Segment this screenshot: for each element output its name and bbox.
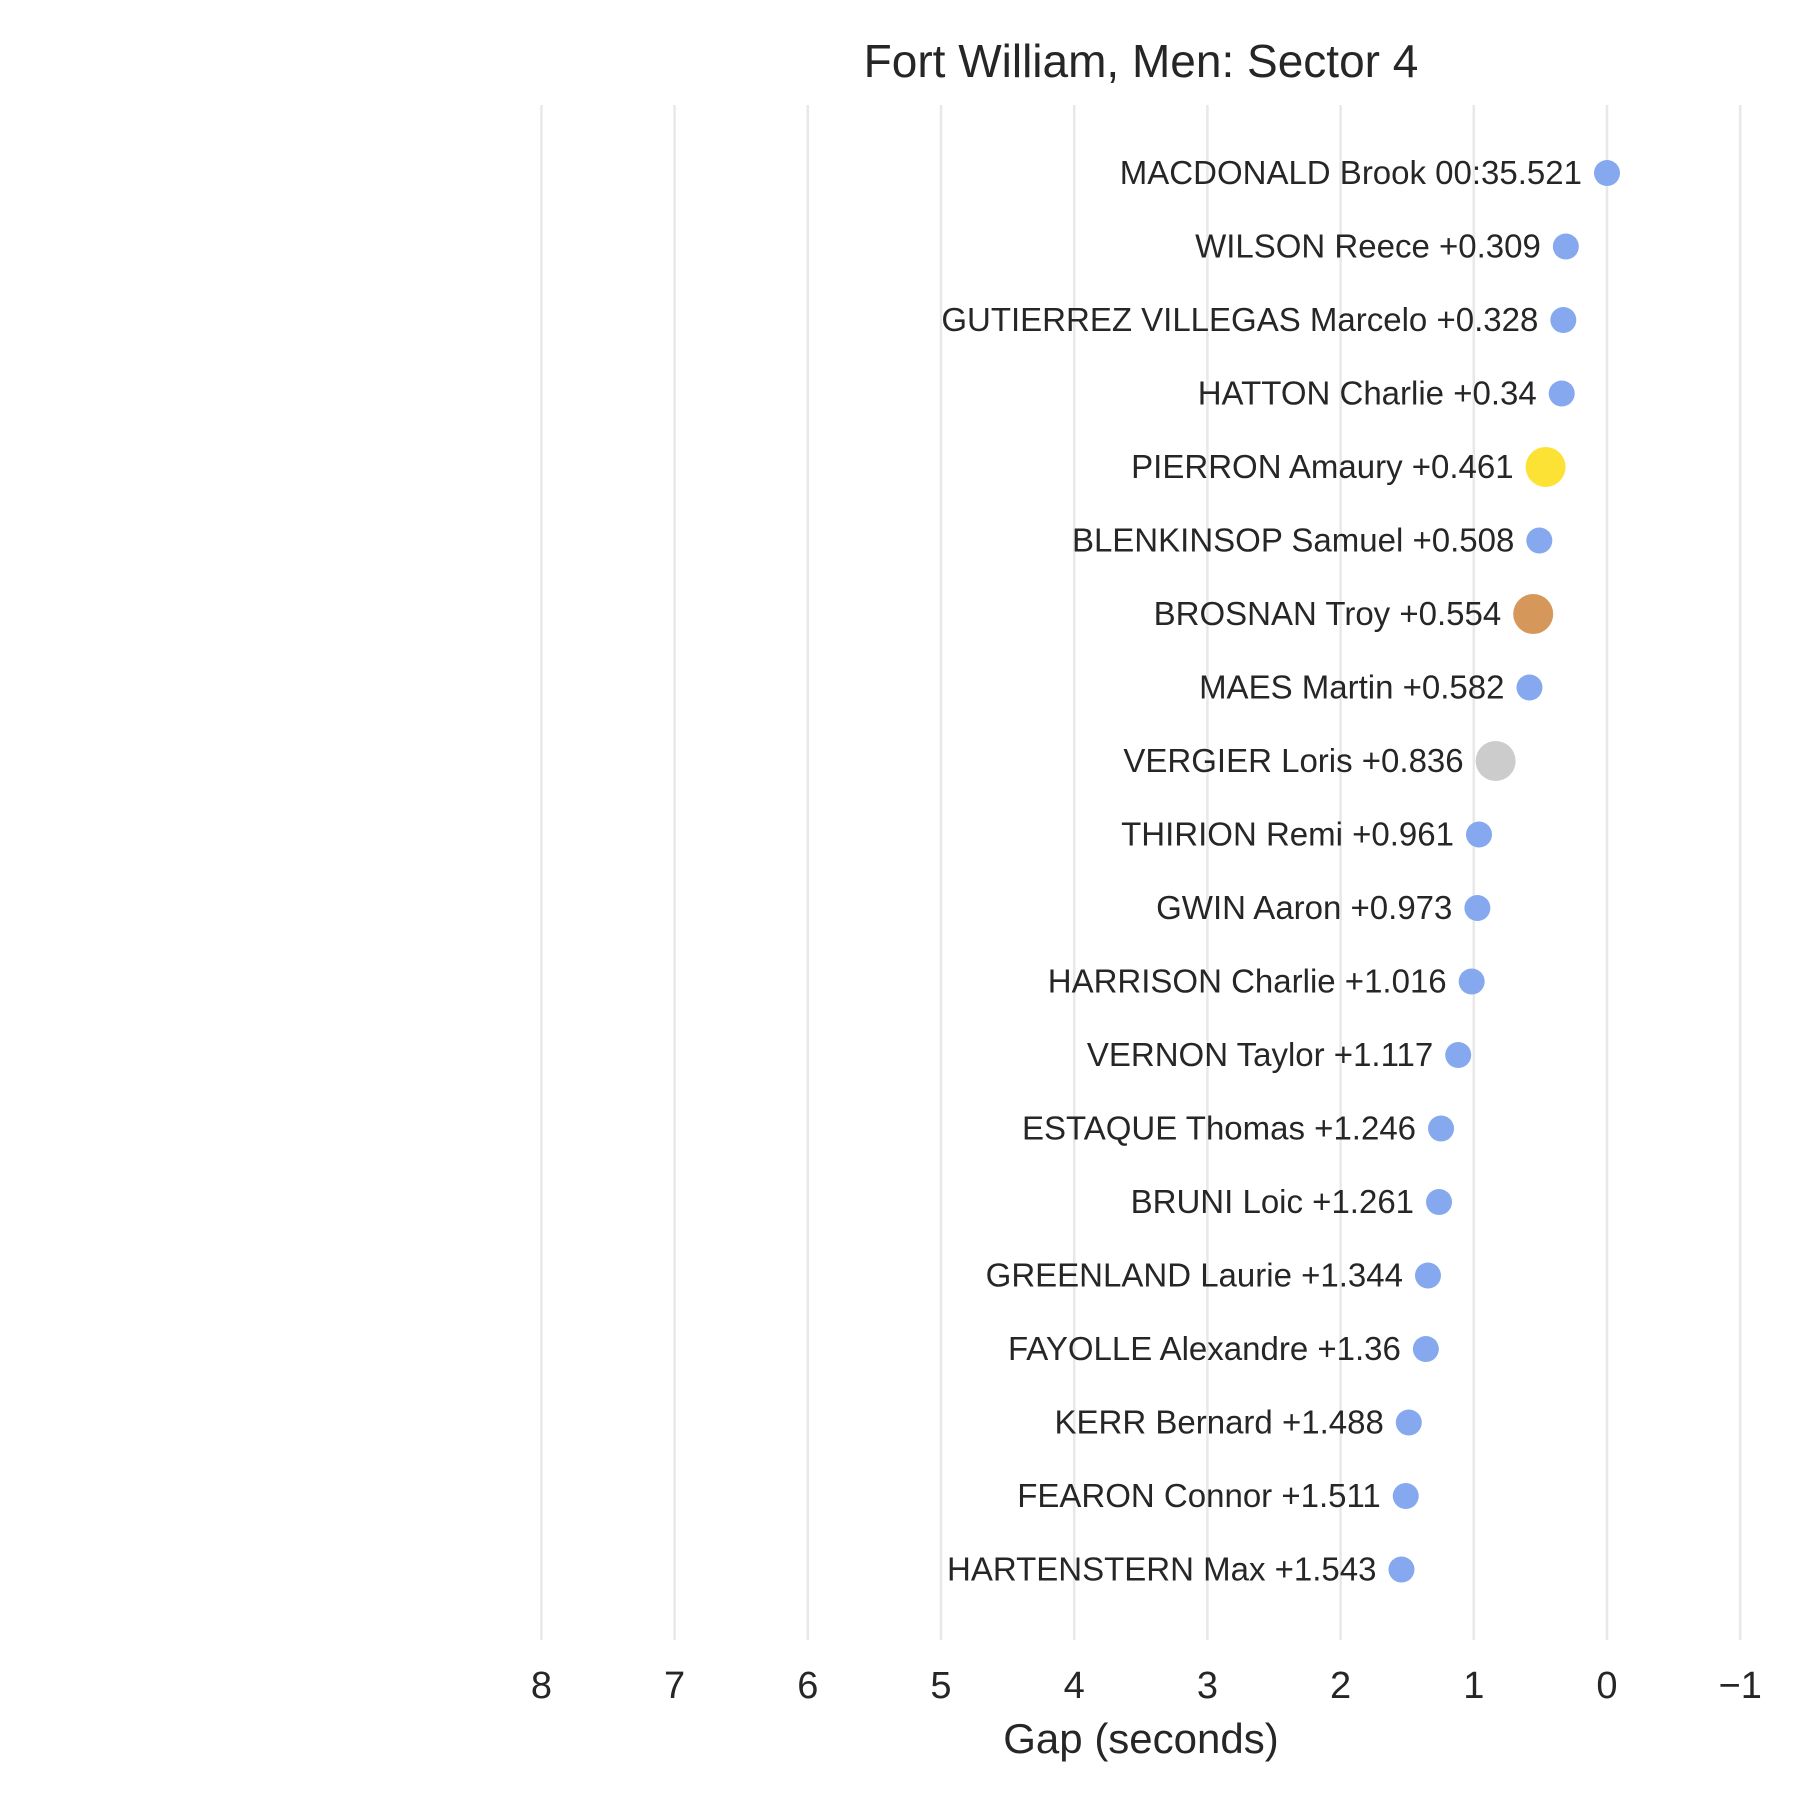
data-point bbox=[1525, 447, 1566, 487]
data-point bbox=[1464, 895, 1491, 921]
x-tick-label: 7 bbox=[664, 1665, 685, 1707]
point-label: GWIN Aaron +0.973 bbox=[1156, 889, 1452, 926]
point-label: VERGIER Loris +0.836 bbox=[1123, 742, 1463, 779]
data-point bbox=[1465, 821, 1492, 848]
x-tick-label: 1 bbox=[1463, 1665, 1484, 1707]
point-label: ESTAQUE Thomas +1.246 bbox=[1022, 1110, 1416, 1147]
x-tick-labels: 8 7 6 5 4 3 2 1 0 −1 bbox=[531, 1665, 1762, 1707]
point-label: VERNON Taylor +1.117 bbox=[1087, 1036, 1433, 1073]
x-tick-label: 3 bbox=[1197, 1665, 1218, 1707]
data-point bbox=[1414, 1262, 1441, 1289]
data-point bbox=[1428, 1115, 1455, 1142]
point-label: HARRISON Charlie +1.016 bbox=[1048, 963, 1447, 1000]
data-point bbox=[1550, 307, 1577, 333]
point-labels: MACDONALD Brook 00:35.521 WILSON Reece +0… bbox=[941, 154, 1582, 1588]
grid bbox=[540, 105, 1742, 1640]
point-label: GREENLAND Laurie +1.344 bbox=[986, 1257, 1403, 1294]
point-label: WILSON Reece +0.309 bbox=[1195, 228, 1541, 265]
x-tick-label: 8 bbox=[531, 1665, 552, 1707]
x-tick-label: 2 bbox=[1330, 1665, 1351, 1707]
x-tick-label: 6 bbox=[797, 1665, 818, 1707]
data-point bbox=[1475, 741, 1516, 781]
data-point bbox=[1526, 527, 1553, 554]
point-label: HARTENSTERN Max +1.543 bbox=[947, 1551, 1376, 1588]
point-label: BROSNAN Troy +0.554 bbox=[1154, 595, 1502, 632]
data-point bbox=[1516, 674, 1543, 701]
point-label: MACDONALD Brook 00:35.521 bbox=[1120, 154, 1582, 191]
data-point bbox=[1513, 594, 1554, 634]
chart-title: Fort William, Men: Sector 4 bbox=[864, 35, 1419, 87]
data-point bbox=[1594, 160, 1620, 186]
x-tick-label: 5 bbox=[930, 1665, 951, 1707]
point-label: GUTIERREZ VILLEGAS Marcelo +0.328 bbox=[941, 301, 1538, 338]
point-label: FEARON Connor +1.511 bbox=[1017, 1477, 1380, 1514]
point-label: KERR Bernard +1.488 bbox=[1055, 1404, 1384, 1441]
data-points bbox=[1388, 160, 1620, 1583]
data-point bbox=[1392, 1483, 1419, 1509]
x-axis-label: Gap (seconds) bbox=[1003, 1715, 1278, 1762]
point-label: BLENKINSOP Samuel +0.508 bbox=[1072, 522, 1514, 559]
data-point bbox=[1395, 1409, 1422, 1436]
data-point bbox=[1412, 1336, 1439, 1362]
data-point bbox=[1426, 1189, 1453, 1215]
point-label: FAYOLLE Alexandre +1.36 bbox=[1008, 1330, 1401, 1367]
x-tick-label: 4 bbox=[1064, 1665, 1085, 1707]
point-label: MAES Martin +0.582 bbox=[1199, 669, 1504, 706]
x-tick-label: −1 bbox=[1719, 1665, 1762, 1707]
point-label: HATTON Charlie +0.34 bbox=[1198, 375, 1537, 412]
data-point bbox=[1445, 1042, 1472, 1068]
x-tick-label: 0 bbox=[1596, 1665, 1617, 1707]
point-label: THIRION Remi +0.961 bbox=[1121, 816, 1454, 853]
point-label: PIERRON Amaury +0.461 bbox=[1131, 448, 1513, 485]
data-point bbox=[1388, 1556, 1415, 1583]
data-point bbox=[1548, 380, 1575, 407]
data-point bbox=[1458, 968, 1485, 995]
point-label: BRUNI Loic +1.261 bbox=[1131, 1183, 1414, 1220]
data-point bbox=[1552, 233, 1579, 260]
